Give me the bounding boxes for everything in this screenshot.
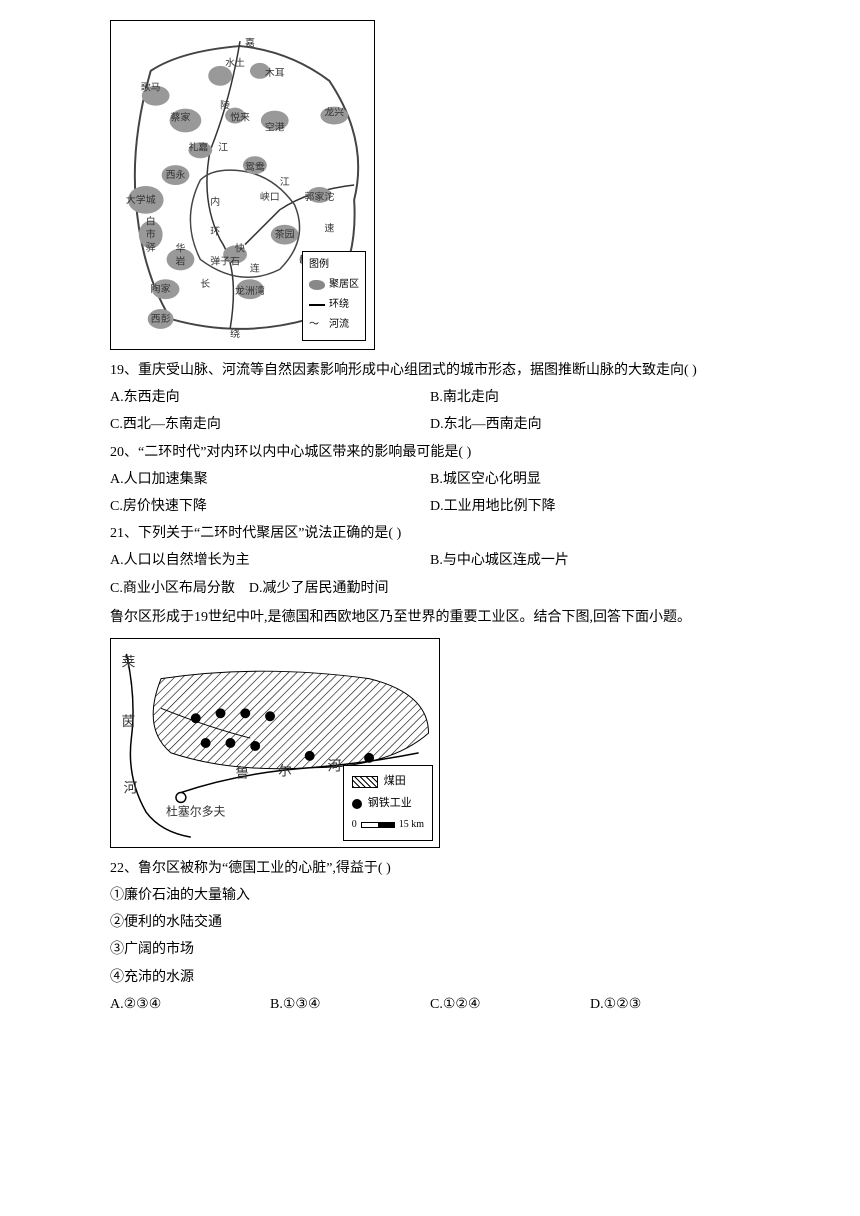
lbl-bsy2: 市 xyxy=(146,228,156,241)
lbl-daxuecheng: 大学城 xyxy=(126,193,156,206)
lbl-yuelai: 悦来 xyxy=(230,110,250,123)
legend-ring: 环绕 xyxy=(309,296,359,314)
q19-optA: A.东西走向 xyxy=(110,385,430,410)
lbl-caijia: 蔡家 xyxy=(171,110,191,123)
q19-optB: B.南北走向 xyxy=(430,385,750,410)
legend-coal-label: 煤田 xyxy=(384,772,406,792)
lbl-muer: 木耳 xyxy=(265,67,285,79)
map1-legend: 图例 聚居区 环绕 〜 河流 xyxy=(302,251,366,341)
legend-steel: 钢铁工业 xyxy=(352,794,424,814)
dot-icon xyxy=(352,799,362,809)
passage2-text: 鲁尔区形成于19世纪中叶,是德国和西欧地区乃至世界的重要工业区。结合下图,回答下… xyxy=(110,605,750,630)
lbl-hy1: 华 xyxy=(176,241,186,254)
lbl-xiakou: 峡口 xyxy=(260,190,280,203)
scale-segments xyxy=(361,822,395,828)
lbl-er: 尔 xyxy=(278,764,292,779)
lbl-ling: 陵 xyxy=(220,100,230,112)
lbl-chayuan: 茶园 xyxy=(275,228,295,241)
q21-options-row1: A.人口以自然增长为主 B.与中心城区连成一片 xyxy=(110,548,750,573)
q19-options-row2: C.西北—东南走向 D.东北—西南走向 xyxy=(110,412,750,437)
lbl-xipeng: 西彭 xyxy=(151,312,171,325)
lbl-konggang: 空港 xyxy=(265,120,285,133)
lbl-lai: 莱 xyxy=(121,655,135,670)
legend-title: 图例 xyxy=(309,256,359,274)
q20-optD: D.工业用地比例下降 xyxy=(430,494,750,519)
lbl-lian: 连 xyxy=(250,261,260,274)
lbl-jiang1: 江 xyxy=(218,141,228,153)
chongqing-map: 嘉 水土 木耳 歌马 蔡家 陵 悦来 空港 龙兴 礼嘉 江 鸳鸯 西永 江 大学… xyxy=(110,20,375,350)
lbl-bsy1: 白 xyxy=(146,215,156,228)
q20-optC: C.房价快速下降 xyxy=(110,494,430,519)
q21-optD: D.减少了居民通勤时间 xyxy=(249,576,389,601)
scale-0: 0 xyxy=(352,816,357,834)
q22-sub4: ④充沛的水源 xyxy=(110,965,750,990)
q21-optC: C.商业小区布局分散 xyxy=(110,576,235,601)
lbl-guojiatuo: 郭家沱 xyxy=(305,190,335,203)
legend-river-label: 河流 xyxy=(329,316,349,334)
q19-optD: D.东北—西南走向 xyxy=(430,412,750,437)
q22-sub3: ③广阔的市场 xyxy=(110,937,750,962)
line-icon xyxy=(309,304,325,306)
lbl-he2: 河 xyxy=(123,780,137,795)
legend-steel-label: 钢铁工业 xyxy=(368,794,412,814)
legend-ring-label: 环绕 xyxy=(329,296,349,314)
lbl-jiang2: 江 xyxy=(280,176,290,188)
q22-text: 22、鲁尔区被称为“德国工业的心脏”,得益于( ) xyxy=(110,856,750,881)
q22-optA: A.②③④ xyxy=(110,992,270,1017)
lbl-jia: 嘉 xyxy=(245,36,255,49)
q21-optB: B.与中心城区连成一片 xyxy=(430,548,750,573)
legend-settlement: 聚居区 xyxy=(309,276,359,294)
lbl-lijia: 礼嘉 xyxy=(188,140,208,153)
lbl-xiyong: 西永 xyxy=(166,168,186,181)
lbl-he: 河 xyxy=(327,759,341,774)
lbl-longxing: 龙兴 xyxy=(324,106,344,119)
legend-settlement-label: 聚居区 xyxy=(329,276,359,294)
lbl-shuitu: 水土 xyxy=(225,56,245,69)
ruhr-map: 莱 茵 河 鲁 尔 河 杜塞尔多夫 煤田 钢铁工业 0 15 km xyxy=(110,638,440,848)
legend-river: 〜 河流 xyxy=(309,316,359,334)
lbl-dantouzhai: 弹子石 xyxy=(210,254,240,267)
legend-scale: 0 15 km xyxy=(352,816,424,834)
lbl-longzhouwan: 龙洲湾 xyxy=(235,284,265,297)
q20-optB: B.城区空心化明显 xyxy=(430,467,750,492)
lbl-bsy3: 驿 xyxy=(146,242,156,254)
q22-sub1: ①廉价石油的大量输入 xyxy=(110,883,750,908)
map2-legend: 煤田 钢铁工业 0 15 km xyxy=(343,765,433,841)
lbl-kuai: 快 xyxy=(235,242,245,254)
q21-optA: A.人口以自然增长为主 xyxy=(110,548,430,573)
q22-options: A.②③④ B.①③④ C.①②④ D.①②③ xyxy=(110,992,750,1017)
q20-optA: A.人口加速集聚 xyxy=(110,467,430,492)
blob-icon xyxy=(309,280,325,290)
q20-text: 20、“二环时代”对内环以内中心城区带来的影响最可能是( ) xyxy=(110,440,750,465)
lbl-rao: 绕 xyxy=(230,327,240,340)
q22-optD: D.①②③ xyxy=(590,992,750,1017)
lbl-yin: 茵 xyxy=(121,714,135,729)
hatch-icon xyxy=(352,776,378,788)
legend-coal: 煤田 xyxy=(352,772,424,792)
q22-sub2: ②便利的水陆交通 xyxy=(110,910,750,935)
lbl-hy2: 岩 xyxy=(176,254,186,267)
q19-options-row1: A.东西走向 B.南北走向 xyxy=(110,385,750,410)
scale-15: 15 km xyxy=(399,816,424,834)
q20-options-row2: C.房价快速下降 D.工业用地比例下降 xyxy=(110,494,750,519)
q19-text: 19、重庆受山脉、河流等自然因素影响形成中心组团式的城市形态，据图推断山脉的大致… xyxy=(110,358,750,383)
q22-optC: C.①②④ xyxy=(430,992,590,1017)
lbl-lu: 鲁 xyxy=(235,766,249,781)
lbl-gema: 歌马 xyxy=(141,81,161,94)
lbl-su: 速 xyxy=(324,223,334,235)
lbl-huan: 环 xyxy=(210,227,220,238)
q19-optC: C.西北—东南走向 xyxy=(110,412,430,437)
lbl-yuanyang: 鸳鸯 xyxy=(245,160,265,173)
q21-options-row2: C.商业小区布局分散 D.减少了居民通勤时间 xyxy=(110,576,750,601)
lbl-chang: 长 xyxy=(200,278,210,290)
q22-optB: B.①③④ xyxy=(270,992,430,1017)
q20-options-row1: A.人口加速集聚 B.城区空心化明显 xyxy=(110,467,750,492)
q21-text: 21、下列关于“二环时代聚居区”说法正确的是( ) xyxy=(110,521,750,546)
lbl-taojia: 陶家 xyxy=(151,282,171,295)
lbl-duisburg: 杜塞尔多夫 xyxy=(166,804,225,818)
wave-icon: 〜 xyxy=(309,321,325,329)
lbl-nei: 内 xyxy=(210,195,220,208)
